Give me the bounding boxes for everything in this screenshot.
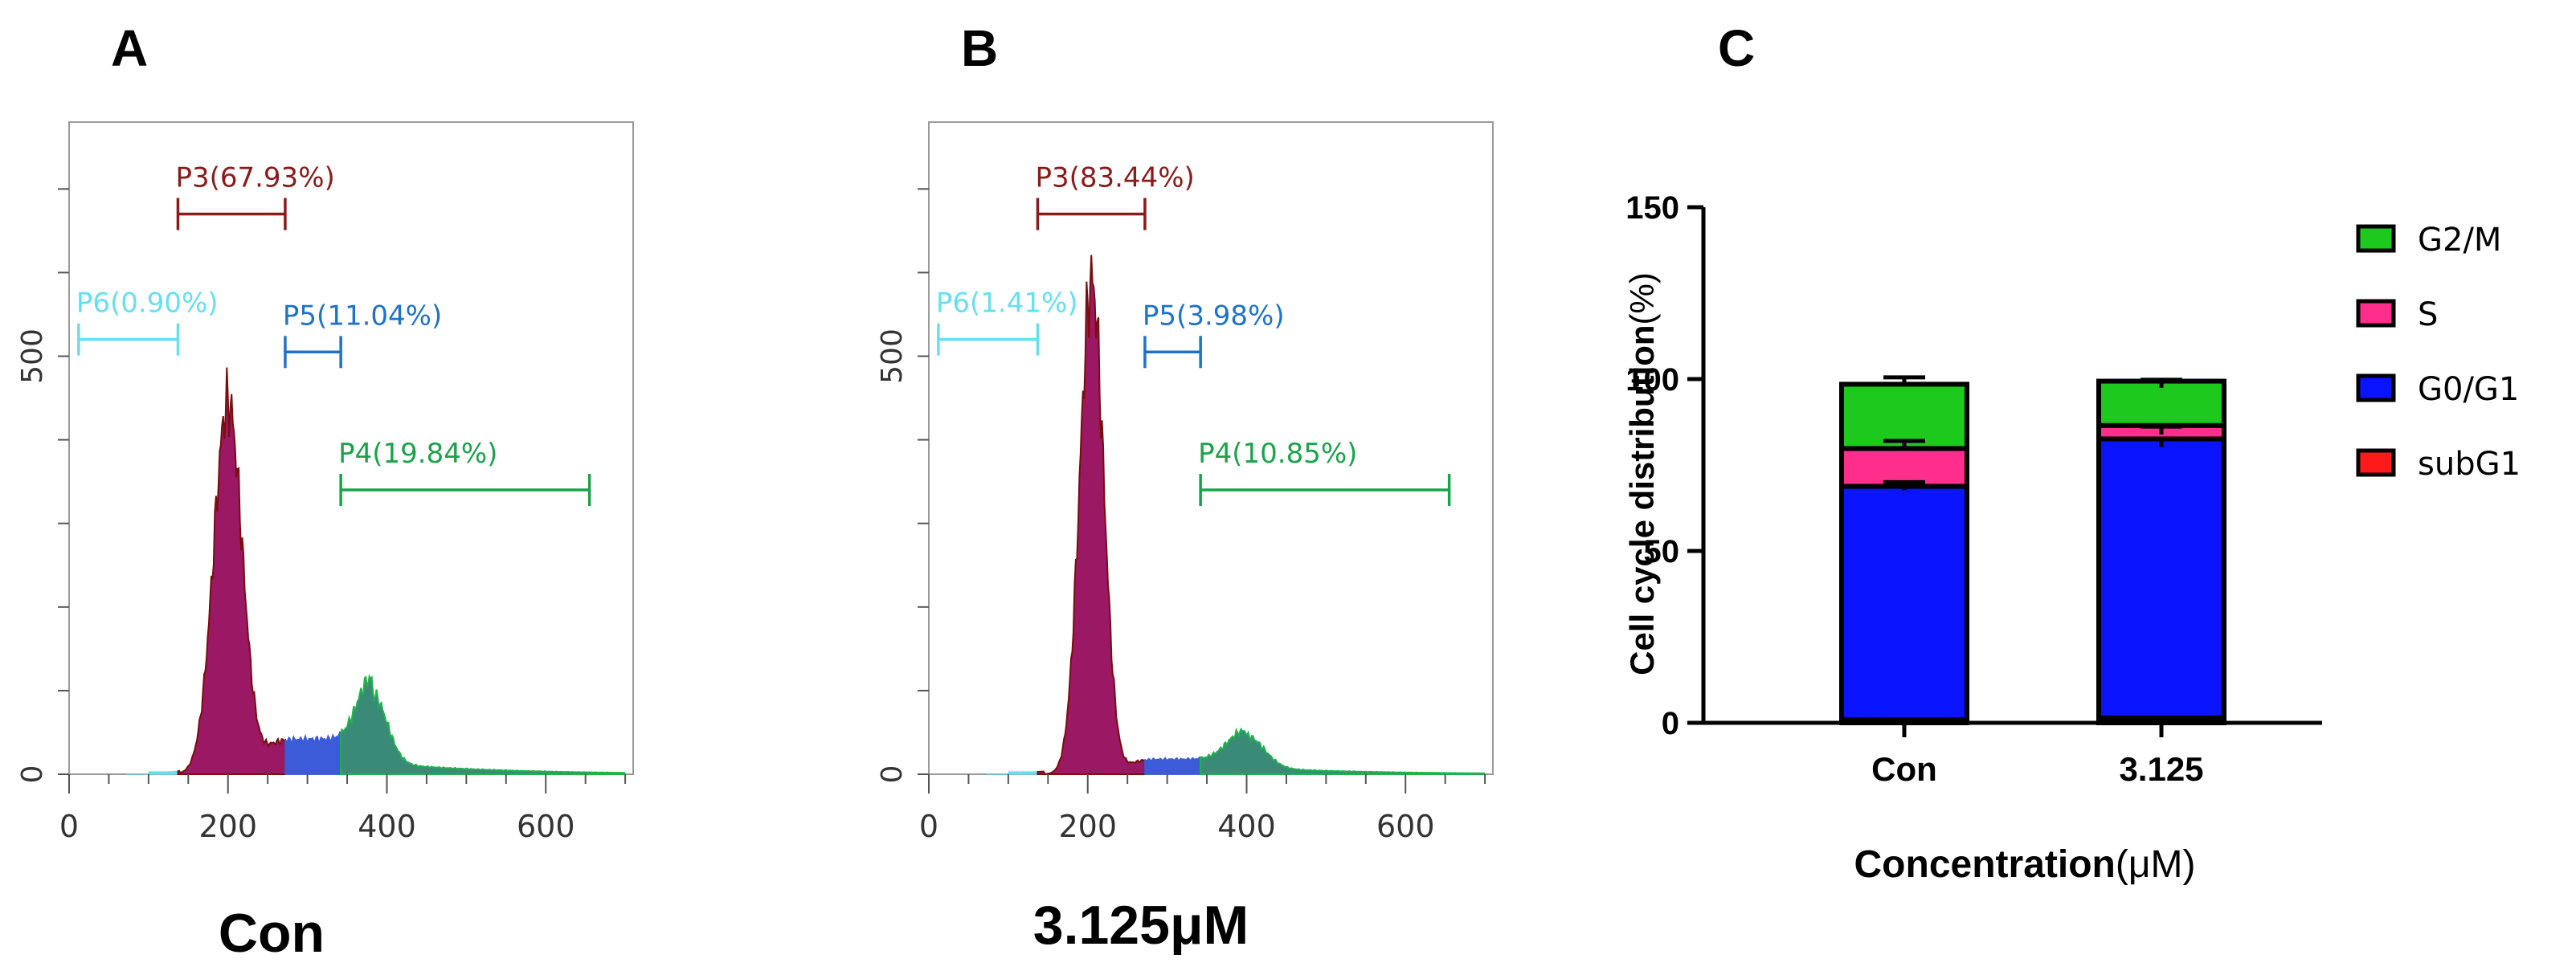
gate-p5: P5(3.98%): [1143, 300, 1285, 369]
y-axis-label-unit: (%): [1623, 272, 1661, 324]
bar-segment-g0g1: [2096, 436, 2226, 721]
x-tick-label: 400: [1217, 809, 1276, 844]
gate-p4: P4(19.84%): [338, 438, 591, 507]
y-tick-label: 500: [876, 328, 909, 384]
x-axis-label-text: Concentration: [1854, 843, 2116, 886]
gate-label: P5(11.04%): [283, 300, 442, 332]
panel-b-frame: [928, 121, 1494, 775]
gate-p6: P6(0.90%): [76, 288, 219, 356]
gate-p4: P4(10.85%): [1198, 438, 1451, 507]
y-tick-label: 500: [16, 328, 49, 384]
gate-label: P5(3.98%): [1143, 300, 1285, 332]
gate-p3: P3(67.93%): [175, 162, 335, 231]
panel-a-histogram: 0 200 400 600 0 500 P3(67.93%) P6(0.90%) P5(11.0…: [16, 121, 634, 844]
panel-c-letter: C: [1718, 19, 1755, 77]
histogram-p6-region: [986, 771, 1039, 775]
histogram-g1-peak: [1037, 255, 1146, 775]
y-axis-label-text: Cell cycle distribution: [1623, 324, 1661, 675]
histogram-s-phase-region: [284, 731, 341, 775]
panel-a-letter: A: [111, 19, 148, 77]
x-axis-label: Concentration(μM): [1854, 843, 2196, 886]
y-tick-label: 50: [1644, 534, 1680, 569]
x-axis-label-unit: (μM): [2116, 843, 2196, 886]
y-tick-label: 0: [876, 765, 909, 784]
x-axis: 0 200 400 600: [919, 774, 1486, 844]
panel-a-frame: [68, 121, 634, 775]
bar-segment-g0g1: [1839, 483, 1969, 723]
legend-swatch-subg1: [2356, 448, 2396, 477]
x-tick-label: 400: [358, 809, 416, 844]
x-tick-label: 200: [1058, 809, 1117, 844]
gate-p6: P6(1.41%): [936, 288, 1078, 356]
x-tick-label: 600: [517, 809, 575, 844]
x-tick-label: 0: [919, 809, 938, 844]
gate-label: P4(10.85%): [1198, 438, 1357, 470]
x-tick-label: Con: [1871, 750, 1937, 788]
legend-swatch-g0g1: [2356, 373, 2396, 402]
gate-label: P3(83.44%): [1035, 162, 1194, 194]
gate-label: P4(19.84%): [338, 438, 497, 470]
legend-swatch-g2m: [2356, 224, 2396, 253]
legend-label: subG1: [2418, 446, 2521, 483]
gate-label: P6(0.90%): [76, 288, 219, 320]
x-tick-label: 200: [198, 809, 257, 844]
y-axis-label: Cell cycle distribution(%): [1623, 272, 1661, 675]
gate-label: P6(1.41%): [936, 288, 1078, 320]
legend-label: G0/G1: [2418, 371, 2519, 408]
y-tick-label: 100: [1625, 362, 1679, 398]
histogram-g2m-region: [1200, 727, 1487, 775]
panel-b-caption: 3.125μM: [1033, 895, 1249, 956]
legend-label: G2/M: [2418, 222, 2501, 259]
histogram-p6-region: [126, 770, 179, 775]
y-axis: 0 500: [876, 188, 929, 784]
histogram-g2m-region: [340, 674, 627, 775]
panel-b-plot-area: 0 200 400 600 0 500 P3(83.44%) P6(1.41%) P5(3.98…: [876, 162, 1487, 844]
histogram-s-phase-region: [1144, 756, 1201, 775]
y-tick-label: 150: [1625, 190, 1679, 226]
legend: G2/M S G0/G1 subG1: [2356, 222, 2521, 483]
gate-label: P3(67.93%): [175, 162, 334, 194]
panel-b-letter: B: [961, 19, 998, 77]
x-axis: 0 200 400 600: [59, 774, 627, 844]
panel-a-plot-area: 0 200 400 600 0 500 P3(67.93%) P6(0.90%) P5(11.0…: [16, 162, 627, 844]
y-tick-label: 0: [1662, 706, 1679, 741]
gate-p5: P5(11.04%): [283, 300, 442, 369]
x-tick-label: 3.125: [2119, 750, 2203, 788]
panel-b-histogram: 0 200 400 600 0 500 P3(83.44%) P6(1.41%) P5(3.98…: [876, 121, 1494, 844]
legend-swatch-s: [2356, 299, 2396, 328]
panel-a-caption: Con: [219, 903, 325, 964]
gate-p3: P3(83.44%): [1035, 162, 1195, 231]
x-tick-label: 0: [59, 809, 79, 844]
legend-label: S: [2418, 296, 2438, 333]
bar-segment-g2m: [2096, 378, 2226, 428]
y-tick-label: 0: [16, 765, 49, 784]
bar-segment-g2m: [1839, 381, 1969, 451]
panel-c-stacked-bar-chart: 0 50 100 150 Cell cycle distribution(%) Con 3.…: [1623, 190, 2521, 886]
histogram-g1-peak: [177, 367, 286, 775]
x-tick-label: 600: [1376, 809, 1435, 844]
y-axis: 0 500: [16, 188, 69, 784]
